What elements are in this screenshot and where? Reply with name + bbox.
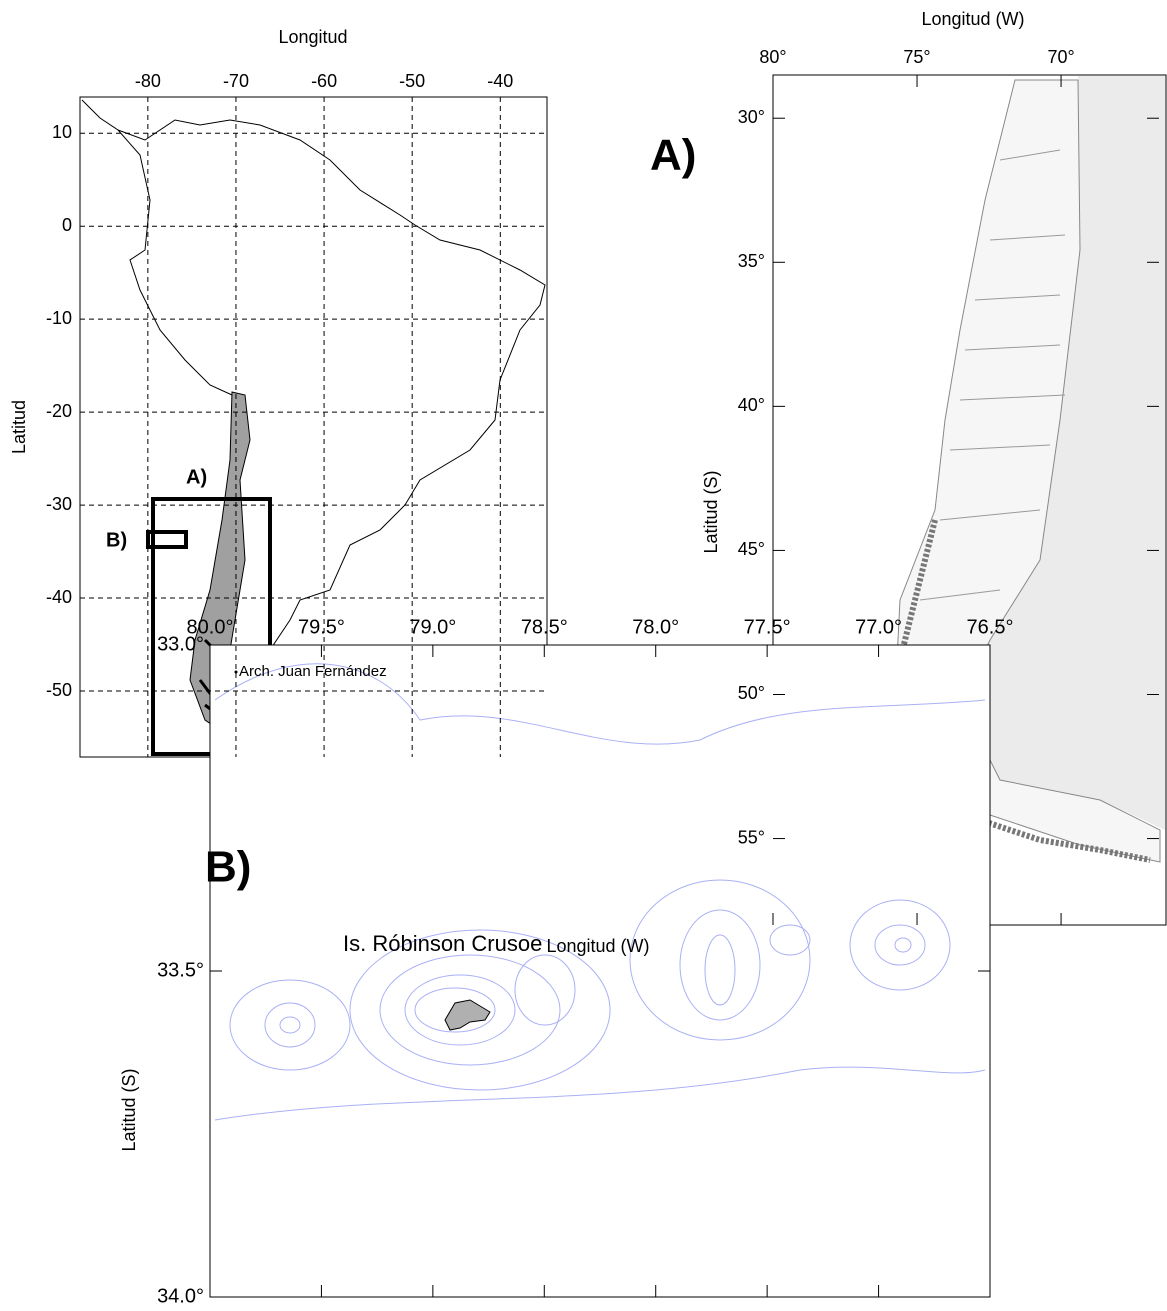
y-tick-label: 30° xyxy=(738,107,765,127)
y-tick-label: -30 xyxy=(46,494,72,514)
y-tick-label: -40 xyxy=(46,587,72,607)
x-tick-label: 80.0° xyxy=(187,616,234,638)
box-label: B) xyxy=(106,529,127,551)
y-tick-label: 40° xyxy=(738,395,765,415)
y-tick-label: 0 xyxy=(62,215,72,235)
island xyxy=(444,999,491,1031)
y-tick-label: 50° xyxy=(738,683,765,703)
y-tick-label: -20 xyxy=(46,401,72,421)
x-axis-label: Longitud (W) xyxy=(546,936,649,956)
place-label: Is. Róbinson Crusoe xyxy=(343,931,542,956)
y-tick-label: -10 xyxy=(46,308,72,328)
map-background xyxy=(210,645,990,1297)
place-label: Arch. Juan Fernández xyxy=(239,663,387,680)
x-tick-label: 70° xyxy=(1047,47,1074,67)
x-tick-label: 80° xyxy=(759,47,786,67)
y-tick-label: 35° xyxy=(738,251,765,271)
x-tick-label: -50 xyxy=(399,71,425,91)
x-tick-label: -70 xyxy=(223,71,249,91)
panel-b: Arch. Juan Fernández Is. Róbinson Crusoe… xyxy=(119,644,991,1298)
x-tick-label: 79.0° xyxy=(409,616,456,638)
y-tick-label: 55° xyxy=(738,827,765,847)
y-axis-label: Latitud (S) xyxy=(119,1068,139,1151)
y-tick-label: 10 xyxy=(52,122,72,142)
x-axis-label: Longitud (W) xyxy=(921,9,1024,29)
y-tick-label: 33.5° xyxy=(157,959,204,981)
x-tick-label: 76.5° xyxy=(967,616,1014,638)
archipelago-marker xyxy=(234,670,238,674)
x-tick-label: -40 xyxy=(487,71,513,91)
x-tick-label: -80 xyxy=(135,71,161,91)
panel-tag: B) xyxy=(205,843,251,892)
x-tick-label: 75° xyxy=(903,47,930,67)
x-tick-label: 78.5° xyxy=(521,616,568,638)
panel-tag: A) xyxy=(650,131,696,180)
y-tick-label: 33.0° xyxy=(157,633,204,655)
x-tick-label: -60 xyxy=(311,71,337,91)
y-tick-label: 45° xyxy=(738,539,765,559)
x-tick-label: 78.0° xyxy=(632,616,679,638)
y-axis-label: Latitud (S) xyxy=(701,470,721,553)
coastline xyxy=(81,99,546,746)
x-tick-label: 77.5° xyxy=(744,616,791,638)
x-axis-label: Longitud xyxy=(278,27,347,47)
x-tick-label: 79.5° xyxy=(298,616,345,638)
y-tick-label: -50 xyxy=(46,680,72,700)
argentina xyxy=(960,76,1165,830)
y-axis-label: Latitud xyxy=(9,400,29,454)
bathymetry-contours xyxy=(214,663,986,1121)
y-tick-label: 34.0° xyxy=(157,1285,204,1307)
box-label: A) xyxy=(186,466,207,488)
x-tick-label: 77.0° xyxy=(855,616,902,638)
